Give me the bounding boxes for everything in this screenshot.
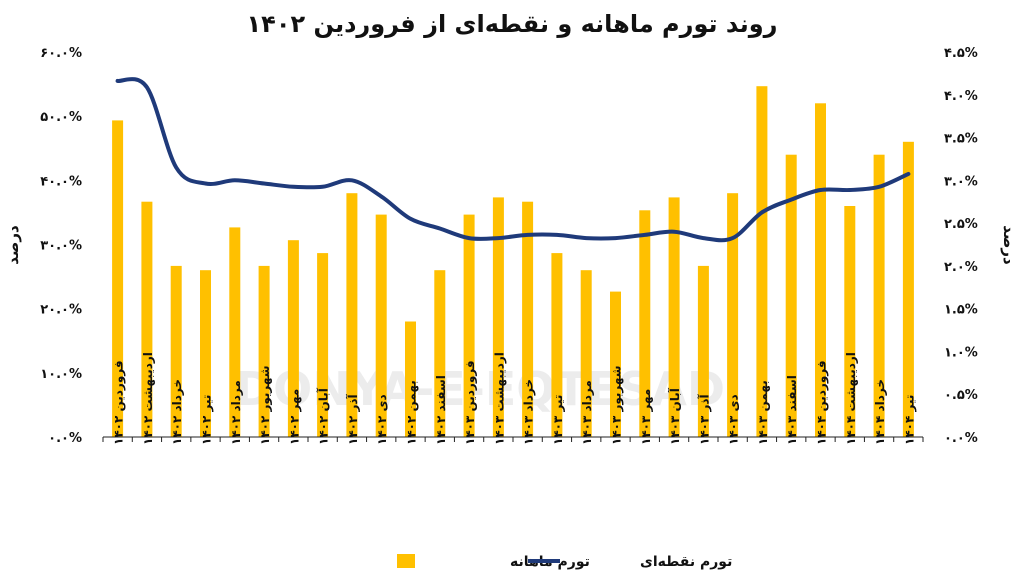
legend-line-label: تورم نقطه‌ای bbox=[640, 554, 732, 570]
category-label: آذر ۱۴۰۳ bbox=[696, 393, 711, 445]
category-label: خرداد ۱۴۰۳ bbox=[522, 379, 536, 445]
category-label: اردیبهشت ۱۴۰۴ bbox=[844, 352, 858, 445]
right-axis-tick-label: ۴.۵% bbox=[944, 46, 978, 61]
bar-monthly-inflation bbox=[346, 193, 358, 437]
bar-monthly-inflation bbox=[317, 253, 329, 437]
bar-monthly-inflation bbox=[405, 321, 416, 437]
bar-monthly-inflation bbox=[112, 120, 124, 438]
right-axis-tick-label: ۰.۵% bbox=[944, 388, 978, 403]
line-point-inflation bbox=[115, 77, 911, 243]
bar-monthly-inflation bbox=[697, 265, 709, 437]
left-axis-tick-label: ۰.۰% bbox=[48, 431, 82, 446]
category-label: تیر ۱۴۰۲ bbox=[200, 395, 214, 445]
left-axis-tick-label: ۲۰.۰% bbox=[40, 303, 82, 318]
bar-monthly-inflation bbox=[610, 291, 621, 437]
bar-monthly-inflation bbox=[639, 210, 651, 437]
category-label: فروردین ۱۴۰۴ bbox=[815, 360, 830, 445]
category-label: مرداد ۱۴۰۳ bbox=[580, 380, 594, 445]
category-label: تیر ۱۴۰۳ bbox=[551, 395, 565, 445]
bar-monthly-inflation bbox=[785, 154, 797, 437]
category-label: خرداد ۱۴۰۴ bbox=[873, 379, 887, 445]
right-axis-tick-label: ۱.۵% bbox=[944, 303, 978, 318]
category-label: فروردین ۱۴۰۲ bbox=[112, 360, 127, 445]
category-label: خرداد ۱۴۰۲ bbox=[170, 379, 184, 445]
category-label: مهر ۱۴۰۳ bbox=[639, 389, 653, 445]
left-axis-tick-label: ۳۰.۰% bbox=[40, 239, 82, 254]
right-axis-tick-label: ۲.۵% bbox=[944, 217, 978, 232]
category-label: اردیبهشت ۱۴۰۳ bbox=[492, 352, 506, 445]
bar-monthly-inflation bbox=[580, 270, 592, 437]
category-label: تیر ۱۴۰۴ bbox=[902, 395, 916, 445]
bar-monthly-inflation bbox=[815, 103, 826, 438]
left-axis-tick-label: ۶۰.۰% bbox=[40, 46, 82, 61]
bar-monthly-inflation bbox=[375, 214, 387, 437]
category-label: آذر ۱۴۰۲ bbox=[345, 393, 360, 445]
category-label: آبان ۱۴۰۲ bbox=[316, 387, 331, 445]
left-axis-tick-label: ۱۰.۰% bbox=[40, 367, 82, 382]
right-axis-tick-label: ۱.۰% bbox=[944, 345, 978, 360]
bar-monthly-inflation bbox=[844, 206, 856, 437]
bar-monthly-inflation bbox=[463, 214, 475, 437]
bar-monthly-inflation bbox=[287, 240, 299, 437]
bar-monthly-inflation bbox=[229, 227, 241, 437]
bar-monthly-inflation bbox=[258, 265, 270, 437]
bar-monthly-inflation bbox=[902, 141, 914, 438]
left-axis-tick-label: ۴۰.۰% bbox=[40, 174, 82, 189]
left-axis-title: درصد bbox=[4, 225, 22, 265]
category-label: شهریور ۱۴۰۳ bbox=[610, 365, 625, 445]
category-label: دی ۱۴۰۳ bbox=[727, 394, 741, 445]
category-label: فروردین ۱۴۰۳ bbox=[463, 360, 478, 445]
category-label: اسفند ۱۴۰۳ bbox=[785, 375, 799, 445]
category-label: مهر ۱۴۰۲ bbox=[287, 389, 301, 445]
left-axis-tick-label: ۵۰.۰% bbox=[40, 110, 82, 125]
category-label: مرداد ۱۴۰۲ bbox=[229, 380, 243, 445]
bar-monthly-inflation bbox=[873, 154, 885, 437]
bar-monthly-inflation bbox=[141, 201, 153, 437]
right-axis-tick-label: ۰.۰% bbox=[944, 431, 978, 446]
legend-bar-swatch bbox=[397, 554, 415, 568]
category-label: اسفند ۱۴۰۲ bbox=[434, 375, 448, 445]
category-label: اردیبهشت ۱۴۰۲ bbox=[141, 352, 155, 445]
chart-title: روند تورم ماهانه و نقطه‌ای از فروردین ۱۴… bbox=[247, 10, 778, 38]
bar-monthly-inflation bbox=[551, 253, 563, 437]
right-axis-title: درصد bbox=[1000, 225, 1018, 265]
bar-monthly-inflation bbox=[522, 201, 534, 437]
bar-monthly-inflation bbox=[170, 265, 182, 437]
bar-monthly-inflation bbox=[727, 193, 739, 437]
right-axis-tick-label: ۳.۵% bbox=[944, 132, 978, 147]
category-label: آبان ۱۴۰۳ bbox=[667, 387, 682, 445]
category-label: دی ۱۴۰۲ bbox=[375, 394, 389, 445]
category-label: بهمن ۱۴۰۳ bbox=[756, 380, 770, 445]
right-axis-tick-label: ۴.۰% bbox=[944, 89, 978, 104]
bar-monthly-inflation bbox=[200, 270, 211, 437]
category-label: بهمن ۱۴۰۲ bbox=[405, 380, 419, 445]
bar-monthly-inflation bbox=[756, 86, 768, 437]
category-label: شهریور ۱۴۰۲ bbox=[258, 365, 273, 445]
bar-monthly-inflation bbox=[668, 197, 680, 437]
bar-monthly-inflation bbox=[434, 270, 446, 437]
right-axis-tick-label: ۳.۰% bbox=[944, 174, 978, 189]
bar-monthly-inflation bbox=[492, 197, 504, 437]
right-axis-tick-label: ۲.۰% bbox=[944, 260, 978, 275]
